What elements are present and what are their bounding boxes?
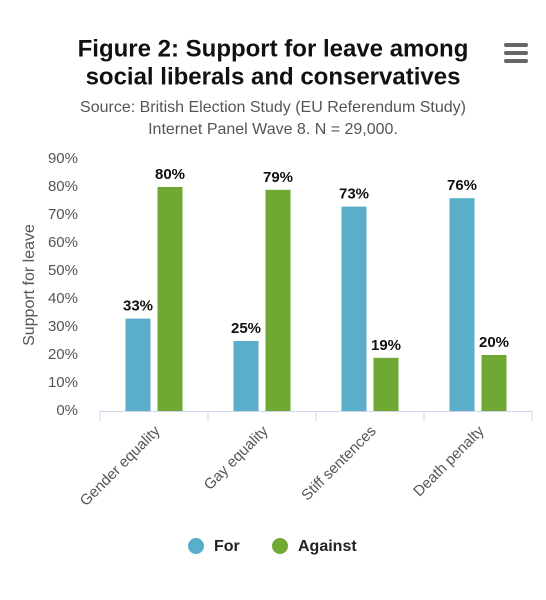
bar	[233, 341, 259, 411]
y-tick-label: 0%	[56, 402, 78, 419]
legend-marker	[272, 538, 288, 554]
y-tick-label: 80%	[48, 178, 78, 195]
data-label: 20%	[479, 334, 509, 351]
bar	[265, 189, 291, 411]
y-tick-label: 30%	[48, 318, 78, 335]
menu-bar[interactable]	[504, 59, 528, 63]
menu-button[interactable]	[504, 43, 528, 63]
legend-label: For	[214, 538, 240, 555]
data-label: 79%	[263, 169, 293, 186]
chart-subtitle: Internet Panel Wave 8. N = 29,000.	[148, 121, 398, 138]
x-tick-label: Death penalty	[410, 422, 488, 500]
y-tick-label: 10%	[48, 374, 78, 391]
data-label: 25%	[231, 320, 261, 337]
y-tick-label: 40%	[48, 290, 78, 307]
bar	[481, 355, 507, 411]
bar	[157, 187, 183, 411]
chart-title: social liberals and conservatives	[86, 63, 461, 90]
y-tick-label: 60%	[48, 234, 78, 251]
x-tick-label: Stiff sentences	[298, 423, 379, 504]
y-tick-label: 70%	[48, 206, 78, 223]
bar	[373, 357, 399, 411]
y-tick-label: 90%	[48, 150, 78, 167]
x-tick-label: Gender equality	[77, 422, 164, 509]
bar	[341, 206, 367, 411]
data-label: 33%	[123, 298, 153, 315]
bar	[449, 198, 475, 411]
legend-label: Against	[298, 538, 357, 555]
menu-bar[interactable]	[504, 51, 528, 55]
x-tick-label: Gay equality	[201, 422, 272, 493]
bar	[125, 318, 151, 411]
menu-bar[interactable]	[504, 43, 528, 47]
chart-title: Figure 2: Support for leave among	[78, 35, 469, 62]
data-label: 80%	[155, 166, 185, 183]
y-axis-label: Support for leave	[21, 224, 38, 346]
data-label: 19%	[371, 337, 401, 354]
y-tick-label: 20%	[48, 346, 78, 363]
legend-marker	[188, 538, 204, 554]
y-tick-label: 50%	[48, 262, 78, 279]
data-label: 76%	[447, 177, 477, 194]
chart-subtitle: Source: British Election Study (EU Refer…	[80, 99, 466, 116]
data-label: 73%	[339, 186, 369, 203]
